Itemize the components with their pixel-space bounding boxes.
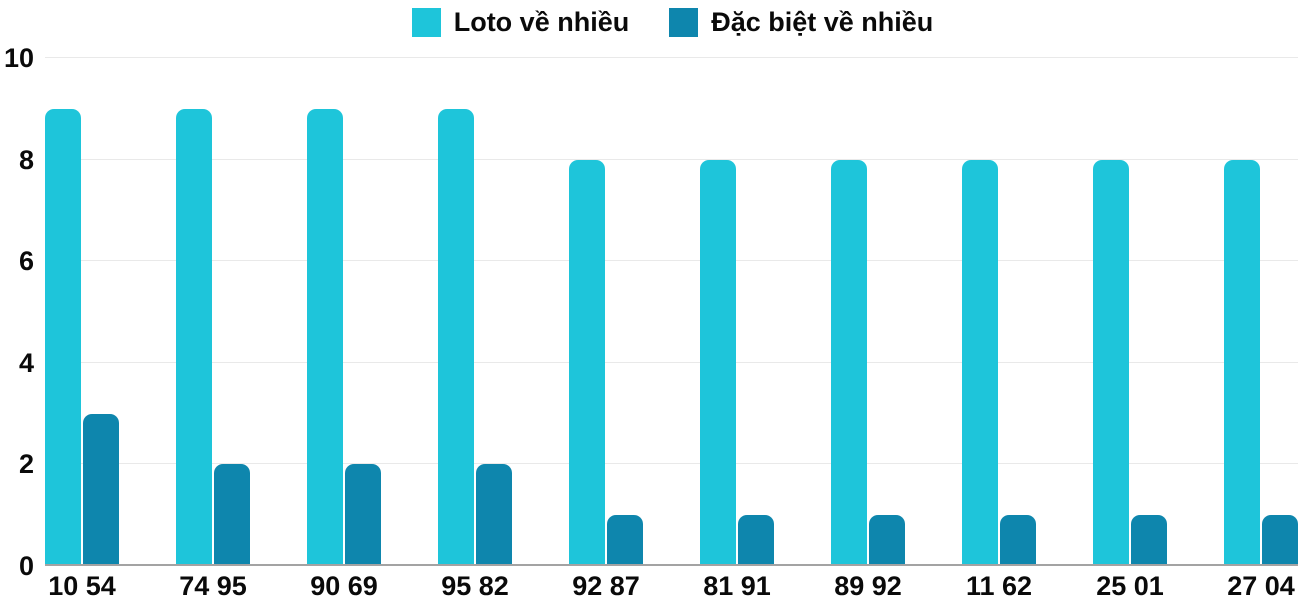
x-label-slot: 25 01 [1093,572,1167,600]
bar-loto-về-nhiều-81-91 [700,159,736,566]
bar-đặc-biệt-về-nhiều-74-95 [214,464,250,566]
gridline-y-10 [45,57,1298,58]
bar-loto-về-nhiều-11-62 [962,159,998,566]
bar-group-89-92 [831,58,905,566]
bar-đặc-biệt-về-nhiều-25-01 [1131,515,1167,566]
bar-loto-về-nhiều-92-87 [569,159,605,566]
bar-đặc-biệt-về-nhiều-90-69 [345,464,381,566]
chart-legend: Loto về nhiều Đặc biệt về nhiều [45,5,1300,39]
bar-loto-về-nhiều-10-54 [45,108,81,566]
x-category-label-95-82: 95 82 [441,571,509,600]
legend-swatch-dac-biet [669,7,699,37]
legend-item-dac-biet: Đặc biệt về nhiều [669,7,933,38]
bar-loto-về-nhiều-95-82 [438,108,474,566]
bar-loto-về-nhiều-89-92 [831,159,867,566]
gridline-y-8 [45,158,1298,160]
bar-đặc-biệt-về-nhiều-89-92 [869,515,905,566]
bar-group-11-62 [962,58,1036,566]
x-label-slot: 89 92 [831,572,905,600]
y-tick-label-8: 8 [18,144,34,175]
y-tick-label-2: 2 [18,449,34,480]
legend-swatch-loto [411,7,441,37]
bar-group-95-82 [438,58,512,566]
bar-group-10-54 [45,58,119,566]
x-category-label-25-01: 25 01 [1096,571,1164,600]
bar-loto-về-nhiều-74-95 [176,108,212,566]
gridline-y-4 [45,361,1298,363]
x-label-slot: 10 54 [45,572,119,600]
bar-đặc-biệt-về-nhiều-81-91 [738,515,774,566]
bar-group-90-69 [307,58,381,566]
bar-đặc-biệt-về-nhiều-92-87 [607,515,643,566]
legend-label-loto: Loto về nhiều [453,6,630,37]
bar-loto-về-nhiều-25-01 [1093,159,1129,566]
y-axis-tick-labels: 0 2 4 6 8 10 [0,44,34,580]
x-label-slot: 95 82 [438,572,512,600]
x-label-slot: 81 91 [700,572,774,600]
x-label-slot: 92 87 [569,572,643,600]
bar-group-74-95 [176,58,250,566]
bar-loto-về-nhiều-27-04 [1224,159,1260,566]
bar-group-92-87 [569,58,643,566]
bar-đặc-biệt-về-nhiều-95-82 [476,464,512,566]
x-label-slot: 90 69 [307,572,381,600]
x-label-slot: 74 95 [176,572,250,600]
bar-series-container [45,58,1298,566]
bar-group-27-04 [1224,58,1298,566]
x-category-label-81-91: 81 91 [703,571,771,600]
y-tick-label-6: 6 [18,246,34,277]
gridline-y-6 [45,260,1298,262]
bar-đặc-biệt-về-nhiều-27-04 [1262,515,1298,566]
y-tick-label-0: 0 [18,551,34,581]
x-label-slot: 27 04 [1224,572,1298,600]
x-category-label-89-92: 89 92 [834,571,902,600]
plot-area [45,57,1298,566]
x-category-label-10-54: 10 54 [48,571,116,600]
x-label-slot: 11 62 [962,572,1036,600]
gridline-y-2 [45,463,1298,465]
bar-group-25-01 [1093,58,1167,566]
x-category-label-92-87: 92 87 [572,571,640,600]
bar-đặc-biệt-về-nhiều-10-54 [83,413,119,566]
y-tick-label-4: 4 [18,347,34,378]
bar-group-81-91 [700,58,774,566]
x-category-label-27-04: 27 04 [1227,571,1295,600]
y-tick-label-10: 10 [3,43,34,73]
bar-loto-về-nhiều-90-69 [307,108,343,566]
x-category-label-74-95: 74 95 [179,571,247,600]
x-axis-category-labels: 10 54 74 95 90 69 95 82 92 87 81 91 89 92 11 62… [45,572,1298,600]
x-axis-line [45,564,1298,566]
legend-item-loto: Loto về nhiều [411,6,630,38]
x-category-label-11-62: 11 62 [965,571,1033,600]
bar-đặc-biệt-về-nhiều-11-62 [1000,515,1036,566]
legend-label-dac-biet: Đặc biệt về nhiều [711,6,934,37]
x-category-label-90-69: 90 69 [310,571,378,600]
